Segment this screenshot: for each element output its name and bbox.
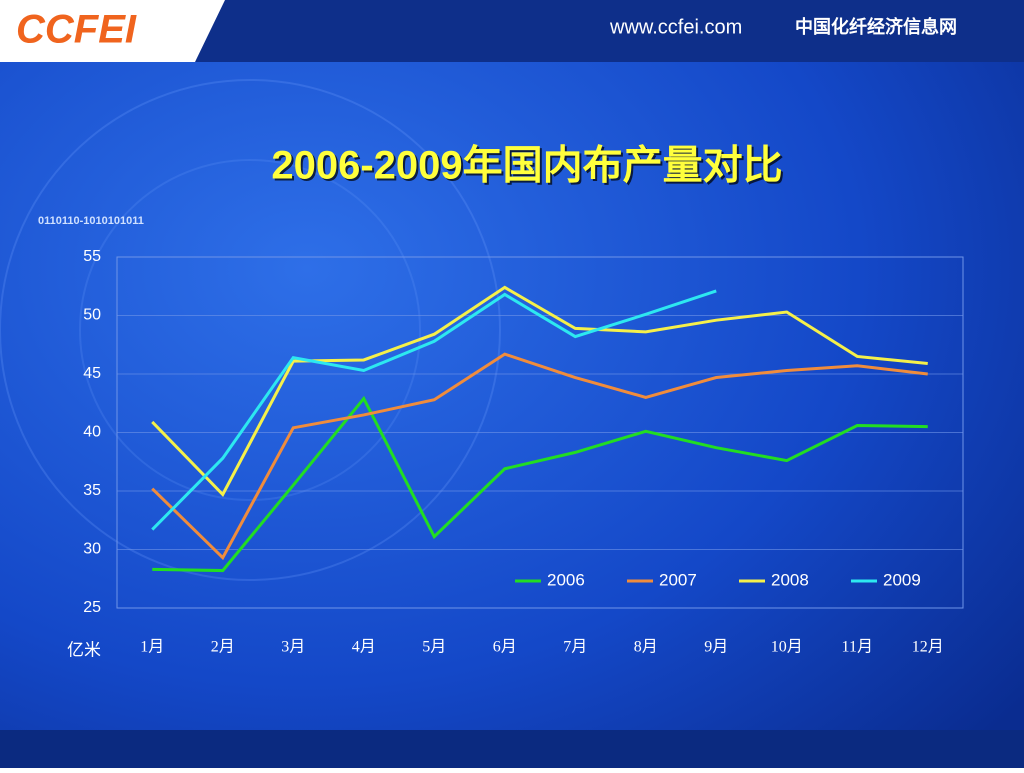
x-tick-label: 11月 [842, 639, 873, 656]
title-shadow: 2006-2009年国内布产量对比 [273, 146, 784, 190]
legend-label: 2008 [771, 570, 809, 589]
x-tick-label: 9月 [704, 639, 728, 656]
y-tick-label: 45 [83, 365, 101, 382]
globe-decoration [0, 79, 501, 581]
x-tick-label: 1月 [140, 639, 164, 656]
x-tick-label: 4月 [352, 639, 376, 656]
legend-label: 2009 [883, 570, 921, 589]
x-tick-label: 2月 [211, 639, 235, 656]
site-name: 中国化纤经济信息网 [795, 16, 957, 37]
y-tick-label: 35 [83, 482, 101, 499]
y-tick-label: 30 [83, 541, 101, 558]
legend-label: 2007 [659, 570, 697, 589]
x-tick-label: 10月 [771, 639, 803, 656]
y-tick-label: 40 [83, 424, 101, 441]
y-axis-unit: 亿米 [67, 640, 101, 659]
x-tick-label: 12月 [912, 639, 944, 656]
binary-text: 0110110-1010101011 [38, 215, 144, 227]
series-line [151, 285, 928, 498]
x-tick-label: 8月 [634, 639, 658, 656]
logo-panel [0, 0, 225, 62]
chart-title: 2006-2009年国内布产量对比 [271, 144, 782, 188]
x-tick-label: 7月 [563, 639, 587, 656]
y-tick-label: 55 [83, 248, 101, 265]
x-tick-label: 3月 [281, 639, 305, 656]
x-tick-label: 5月 [422, 639, 446, 656]
x-tick-label: 6月 [493, 639, 517, 656]
series-line [151, 352, 928, 561]
legend-label: 2006 [547, 570, 585, 589]
site-url: www.ccfei.com [609, 16, 742, 38]
series-line [151, 289, 717, 531]
series-line [152, 395, 928, 573]
globe-decoration [79, 159, 421, 501]
logo: CCFEI [16, 8, 137, 52]
y-tick-label: 25 [83, 599, 101, 616]
y-tick-label: 50 [83, 307, 101, 324]
footer-bar [0, 730, 1024, 768]
